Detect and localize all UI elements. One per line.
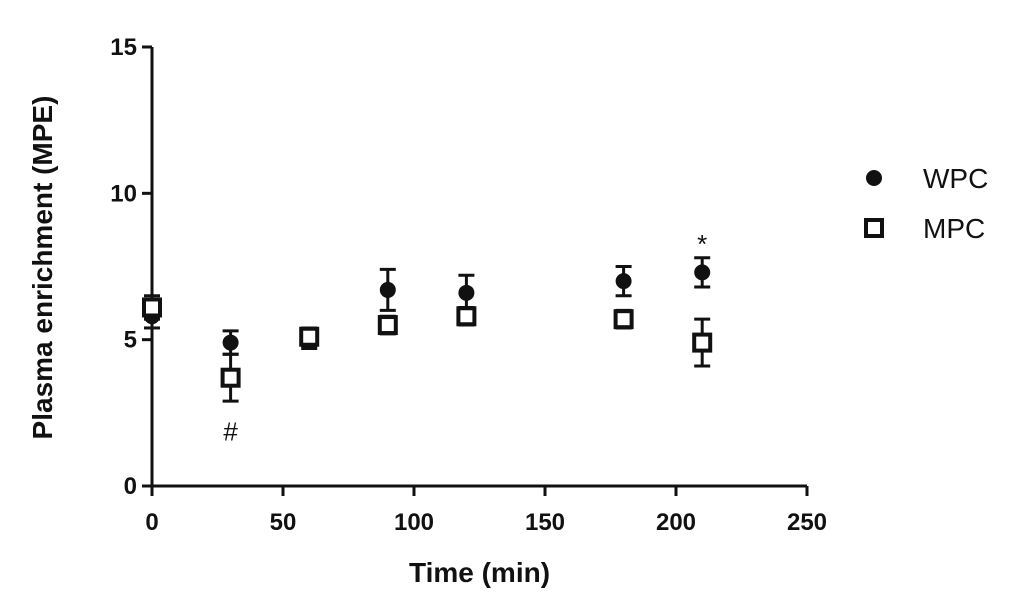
y-ticks: 0 5 10 15 [110,34,152,500]
mpc-point [613,309,634,330]
legend-wpc-label: WPC [923,163,988,194]
legend-wpc-marker [866,170,882,186]
x-tick-label: 200 [656,509,696,536]
data-points [142,256,713,403]
mpc-point [220,367,241,388]
mpc-point [456,306,477,327]
annotation-asterisk: * [697,229,707,259]
legend-mpc-marker [864,218,884,238]
y-tick-label: 15 [110,34,137,61]
annotation-hash: # [223,416,238,446]
mpc-point [299,326,320,347]
legend-mpc-label: MPC [923,213,985,244]
y-axis-title: Plasma enrichment (MPE) [27,96,58,440]
x-tick-label: 100 [394,509,434,536]
wpc-point [615,273,632,290]
mpc-point [692,332,713,353]
x-tick-label: 150 [525,509,565,536]
mpc-point [377,315,398,336]
wpc-point [694,264,711,281]
x-axis-title: Time (min) [409,557,550,588]
y-tick-label: 10 [110,180,137,207]
mpc-point [142,297,162,318]
y-tick-label: 0 [124,473,137,500]
x-tick-label: 50 [270,509,297,536]
axes [150,47,807,488]
x-ticks: 0 50 100 150 200 250 [145,486,827,536]
annotations: #* [223,229,707,446]
wpc-point [458,284,475,301]
wpc-point [379,281,396,298]
y-tick-label: 5 [124,327,137,354]
legend: WPC MPC [864,163,988,244]
x-tick-label: 0 [145,509,158,536]
wpc-point [222,334,239,351]
x-tick-label: 250 [787,509,827,536]
